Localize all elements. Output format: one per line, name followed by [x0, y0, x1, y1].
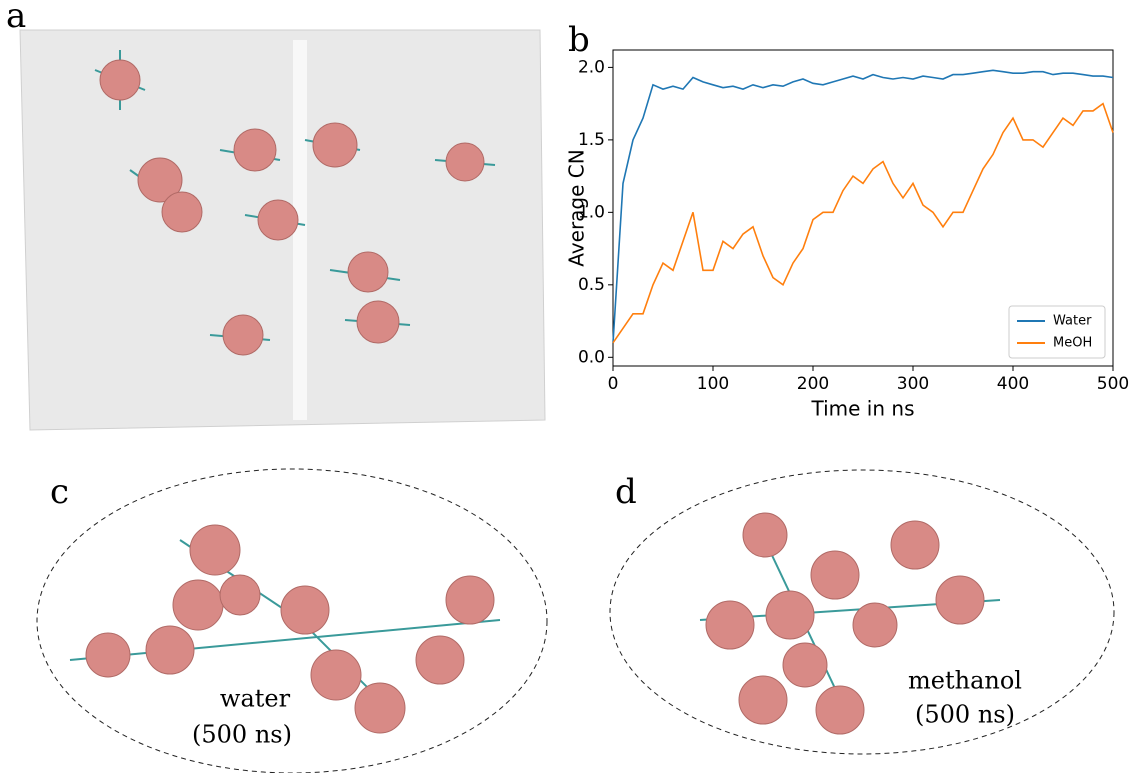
series-line: [613, 70, 1113, 343]
x-tick-label: 500: [1097, 374, 1129, 394]
panel-label: c: [50, 472, 69, 512]
panel-label: d: [615, 472, 637, 512]
caption: water: [220, 685, 291, 713]
x-tick-label: 300: [897, 374, 929, 394]
y-tick-label: 0.0: [578, 347, 605, 367]
y-tick-label: 2.0: [578, 57, 605, 77]
x-axis-label: Time in ns: [811, 397, 915, 421]
figure: a b c d water (500 ns) methanol (500 ns)…: [0, 0, 1141, 773]
caption: (500 ns): [192, 721, 292, 749]
y-tick-label: 1.5: [578, 130, 605, 150]
x-tick-label: 200: [797, 374, 829, 394]
legend-label: Water: [1053, 314, 1092, 329]
x-tick-label: 0: [608, 374, 619, 394]
x-tick-label: 400: [997, 374, 1029, 394]
y-tick-label: 0.5: [578, 275, 605, 295]
caption: methanol: [908, 667, 1022, 695]
panel-label: b: [568, 20, 590, 60]
simulation-box: [20, 30, 545, 430]
caption: (500 ns): [915, 701, 1015, 729]
legend-label: MeOH: [1053, 336, 1092, 351]
x-tick-label: 100: [697, 374, 729, 394]
y-tick-label: 1.0: [578, 202, 605, 222]
panel-label: a: [6, 0, 26, 36]
